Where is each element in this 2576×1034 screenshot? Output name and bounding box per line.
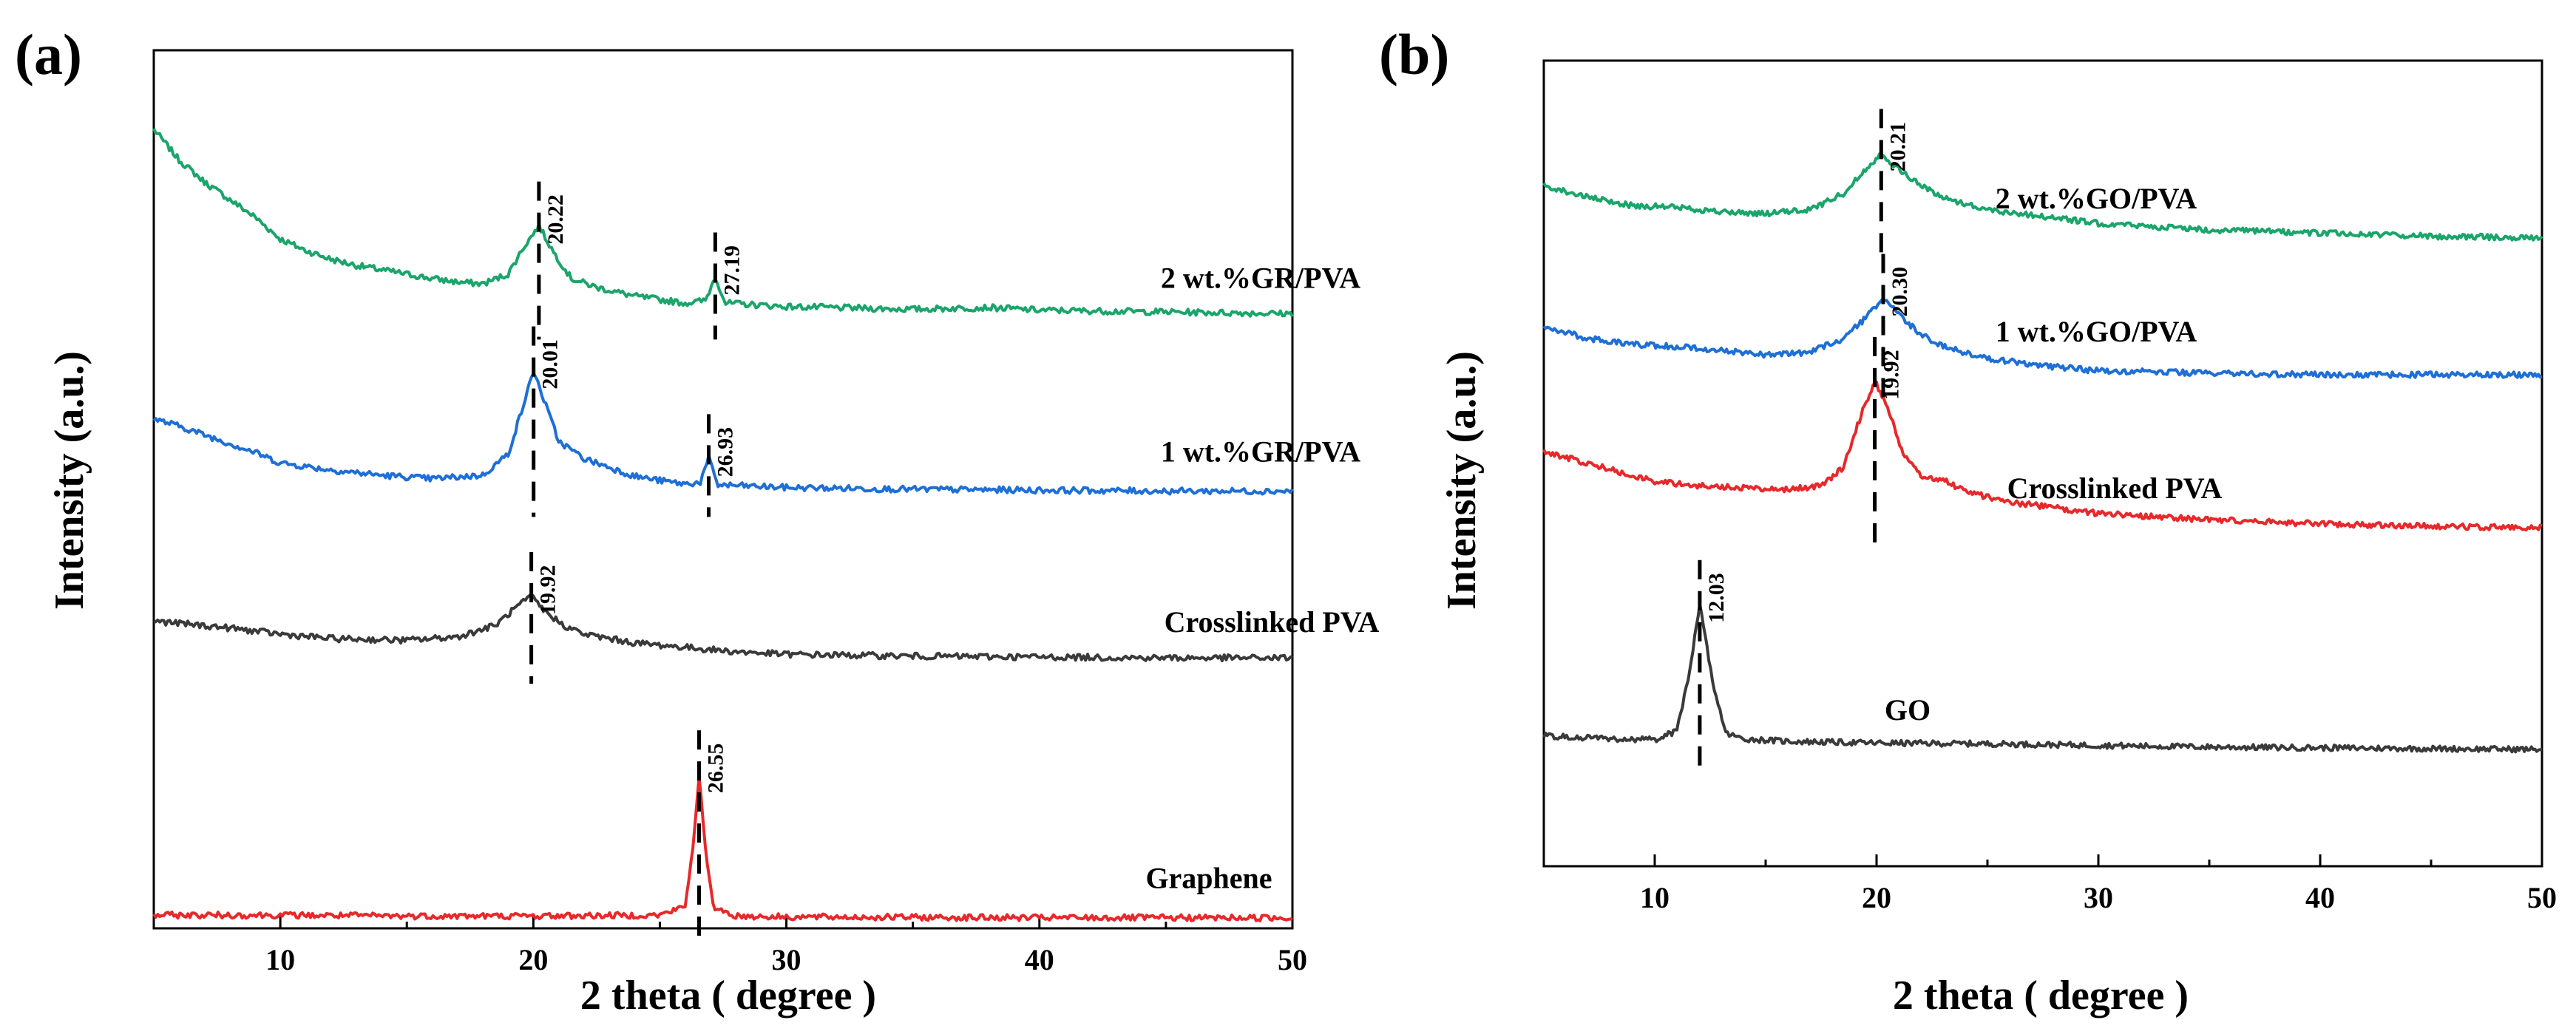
panel-b: (b) Intensity (a.u.) 2 theta ( degree ) … [1379, 22, 2557, 1018]
x-tick-label: 20 [1862, 881, 1891, 914]
series-label: 1 wt.%GO/PVA [1996, 315, 2197, 348]
x-tick-label: 10 [1640, 881, 1670, 914]
series-label: Crosslinked PVA [2007, 472, 2223, 505]
series-curve-graphene [152, 775, 1293, 922]
panel-a-label: (a) [15, 22, 82, 86]
panel-a-x-axis-title: 2 theta ( degree ) [580, 973, 876, 1018]
x-tick-label: 30 [772, 943, 801, 976]
series-label: GO [1885, 693, 1931, 727]
series-label: 2 wt.%GO/PVA [1996, 182, 2197, 215]
peak-value-label: 19.92 [1880, 350, 1904, 400]
panel-a-peak-markers [529, 181, 717, 944]
peak-value-label: 26.55 [703, 744, 728, 794]
x-tick-label: 30 [2084, 881, 2113, 914]
peak-value-label: 20.30 [1888, 267, 1912, 317]
panel-b-ticks [1542, 854, 2543, 866]
series-curve-2-wt-go-pva [1542, 152, 2543, 242]
panel-b-peak-markers [1698, 109, 1885, 775]
panel-b-y-axis-title: Intensity (a.u.) [1439, 351, 1485, 610]
peak-value-label: 12.03 [1704, 573, 1729, 623]
x-tick-label: 10 [265, 943, 295, 976]
panel-b-x-axis-title: 2 theta ( degree ) [1893, 973, 2189, 1018]
series-curve-crosslinked-pva [1542, 381, 2543, 532]
x-tick-label: 20 [518, 943, 548, 976]
peak-value-label: 27.19 [719, 245, 744, 296]
series-curve-1-wt-gr-pva [152, 372, 1294, 496]
x-tick-label: 40 [2305, 881, 2335, 914]
peak-value-label: 20.01 [538, 339, 563, 390]
panel-b-plot-frame [1542, 59, 2543, 868]
series-curve-1-wt-go-pva [1542, 298, 2543, 379]
panel-b-tick-labels: 10 20 30 40 50 [1640, 881, 2557, 914]
panel-b-label: (b) [1379, 22, 1449, 86]
x-tick-label: 50 [1278, 943, 1307, 976]
panel-b-curves [1542, 152, 2543, 754]
series-curve-go [1542, 602, 2543, 754]
series-label: Crosslinked PVA [1165, 605, 1380, 639]
panel-a-tick-labels: 10 20 30 40 50 [265, 943, 1307, 976]
panel-a-series-labels: 2 wt.%GR/PVA 1 wt.%GR/PVA Crosslinked PVA G… [1145, 261, 1379, 894]
panel-b-peak-labels: 20.21 20.30 19.92 12.03 [1704, 122, 1912, 623]
series-label: Graphene [1145, 862, 1272, 895]
peak-value-label: 26.93 [713, 427, 737, 477]
peak-value-label: 20.21 [1885, 122, 1910, 172]
peak-value-label: 19.92 [536, 565, 560, 615]
panel-a-peak-labels: 20.22 27.19 20.01 26.93 19.92 26.55 [536, 194, 745, 793]
panel-a: (a) Intensity (a.u.) 2 theta ( degree ) … [15, 22, 1380, 1018]
x-tick-label: 40 [1025, 943, 1054, 976]
series-label: 2 wt.%GR/PVA [1161, 261, 1360, 294]
panel-b-series-labels: 2 wt.%GO/PVA 1 wt.%GO/PVA Crosslinked PVA G… [1885, 182, 2223, 727]
series-label: 1 wt.%GR/PVA [1161, 435, 1360, 468]
series-curve-crosslinked-pva [153, 592, 1293, 663]
peak-value-label: 20.22 [543, 194, 568, 245]
x-tick-label: 50 [2527, 881, 2557, 914]
panel-a-y-axis-title: Intensity (a.u.) [47, 351, 92, 610]
